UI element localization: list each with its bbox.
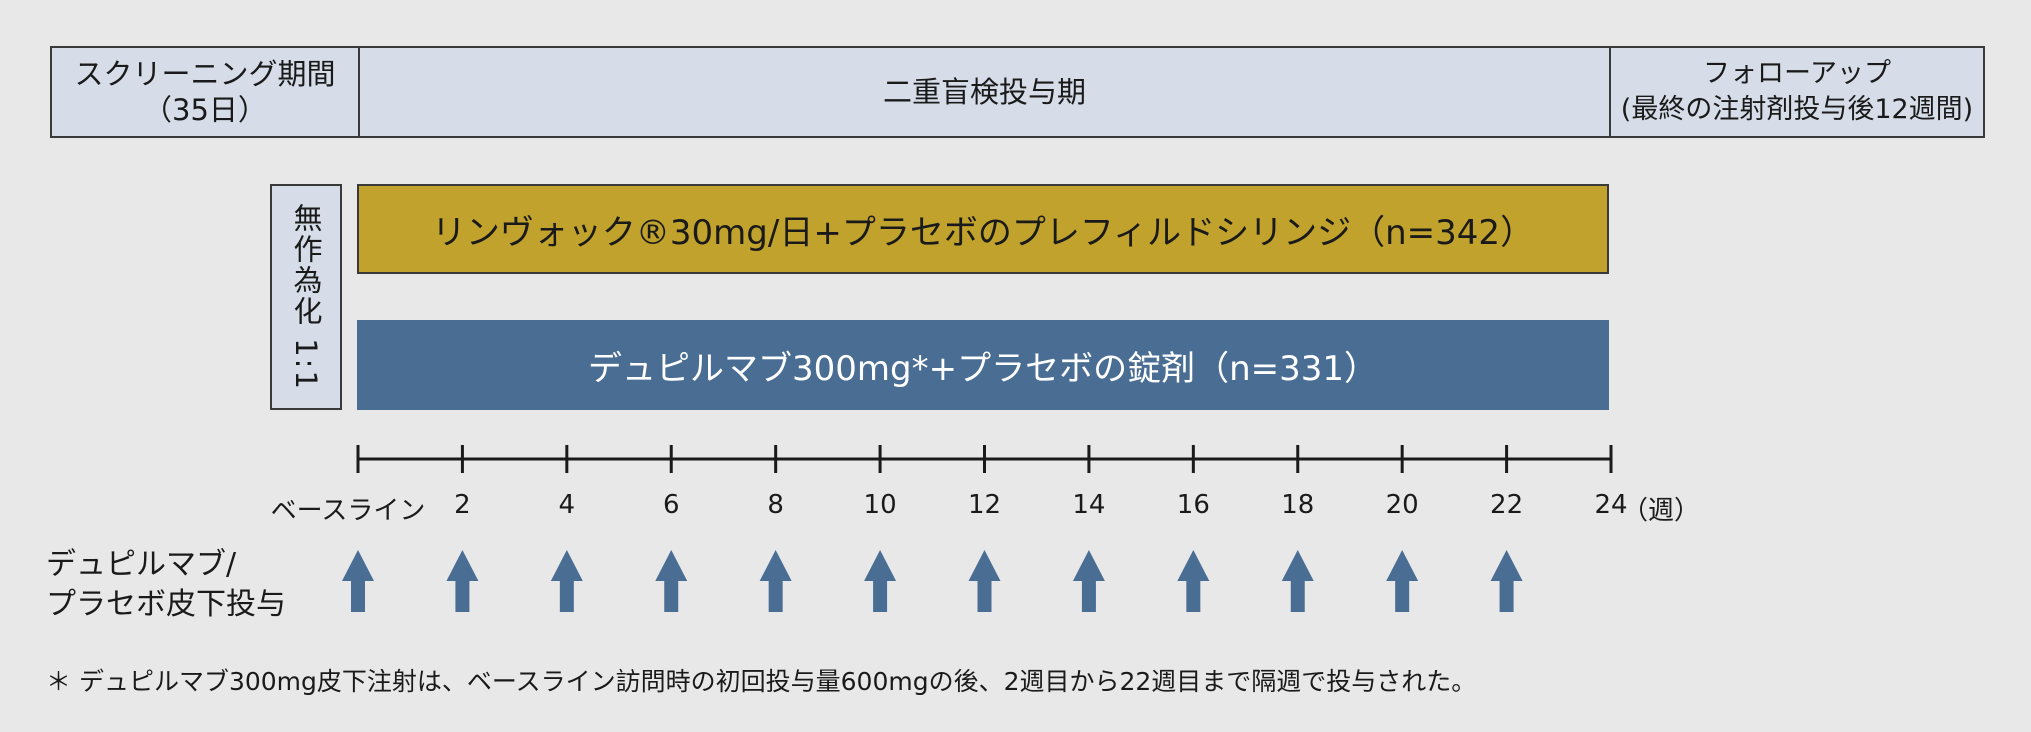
- timeline-tick-label: 12: [967, 490, 1002, 520]
- timeline-tick-label: 2: [454, 490, 471, 520]
- timeline-tick-label: 4: [558, 490, 576, 520]
- dose-arrow-icon: [446, 550, 479, 612]
- phase-screening-line-1: スクリーニング期間: [74, 57, 336, 91]
- footnote: ＊ デュピルマブ300mg皮下注射は、ベースライン訪問時の初回投与量600mgの…: [46, 667, 1477, 696]
- dose-arrow-icon: [1386, 550, 1419, 612]
- dose-arrow-icon: [1281, 550, 1314, 612]
- dose-label-line-2: プラセボ皮下投与: [46, 587, 286, 622]
- timeline-tick-label: ベースライン: [270, 496, 426, 526]
- randomization-box: 無作為化 1:1: [270, 184, 342, 410]
- dose-label: デュピルマブ/ プラセボ皮下投与: [46, 545, 286, 625]
- phase-double-blind: 二重盲検投与期: [358, 46, 1611, 138]
- dose-arrow-icon: [759, 550, 792, 612]
- phase-double-blind-label: 二重盲検投与期: [882, 75, 1086, 109]
- dose-arrow-icon: [1490, 550, 1523, 612]
- dose-arrow-icon: [1177, 550, 1210, 612]
- dose-arrow-icon: [864, 550, 897, 612]
- arm-dupilumab-label: デュピルマブ300mg*+プラセボの錠剤（n=331）: [587, 348, 1379, 389]
- timeline-tick-label: 14: [1072, 490, 1106, 520]
- dose-arrow-icon: [342, 550, 374, 612]
- timeline-tick-label: 20: [1385, 490, 1419, 520]
- phase-followup-line-2: (最終の注射剤投与後12週間): [1620, 94, 1974, 125]
- phase-followup: フォローアップ (最終の注射剤投与後12週間): [1609, 46, 1985, 138]
- arm-dupilumab: デュピルマブ300mg*+プラセボの錠剤（n=331）: [357, 320, 1609, 410]
- timeline-tick-label: 18: [1281, 490, 1315, 520]
- dose-arrow-icon: [550, 550, 583, 612]
- timeline-tick-label: 22: [1490, 490, 1524, 520]
- dose-label-line-1: デュピルマブ/: [46, 547, 237, 582]
- timeline-tick-label: 8: [767, 490, 784, 520]
- timeline-unit: （週）: [1622, 496, 1701, 526]
- dose-arrow-icon: [968, 550, 1001, 612]
- timeline-tick-label: 10: [863, 490, 897, 520]
- phase-followup-line-1: フォローアップ: [1703, 58, 1891, 89]
- timeline-tick-label: 24: [1594, 490, 1628, 520]
- randomization-label: 無作為化 1:1: [289, 203, 323, 391]
- timeline-tick-label: 6: [662, 490, 680, 520]
- dose-arrow-icon: [655, 550, 688, 612]
- dose-arrow-icon: [1072, 550, 1105, 612]
- arm-upadacitinib-label: リンヴォック®30mg/日+プラセボのプレフィルドシリンジ（n=342）: [431, 212, 1535, 253]
- phase-screening: スクリーニング期間 （35日）: [50, 46, 360, 138]
- phase-screening-line-2: （35日）: [143, 93, 267, 127]
- timeline-tick-label: 16: [1176, 490, 1210, 520]
- arm-upadacitinib: リンヴォック®30mg/日+プラセボのプレフィルドシリンジ（n=342）: [357, 184, 1609, 274]
